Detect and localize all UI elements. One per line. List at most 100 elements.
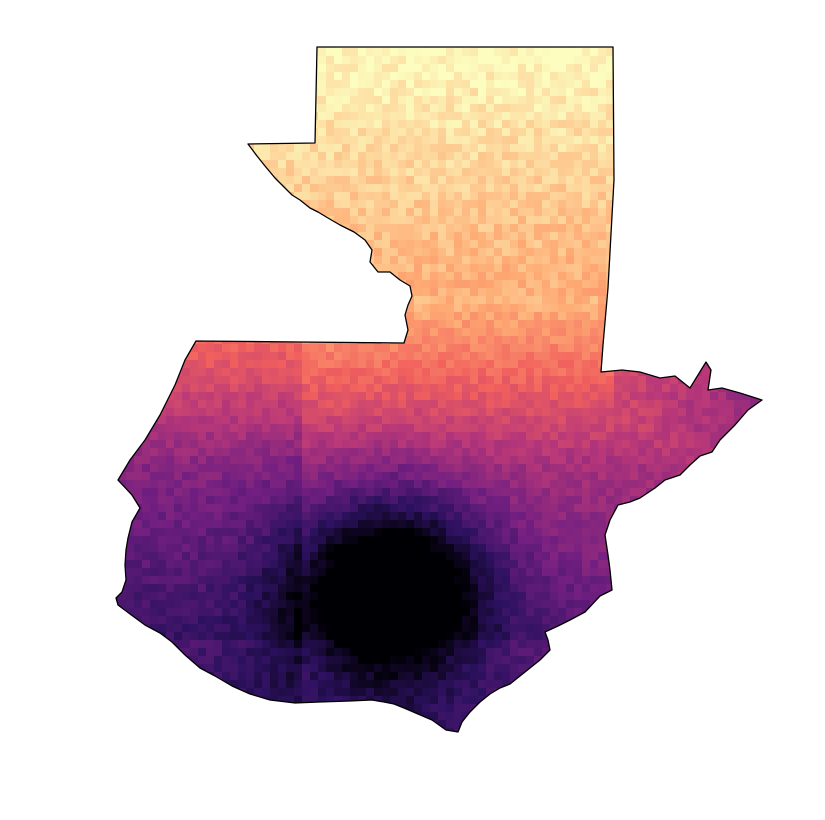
raster-cell [166,432,175,441]
raster-cell [182,440,191,449]
raster-cell [526,376,535,385]
raster-cell [686,88,695,97]
raster-cell [382,120,391,129]
raster-cell [574,496,583,505]
raster-cell [694,48,703,57]
raster-cell [254,72,263,81]
raster-cell [606,216,615,225]
raster-cell [614,480,623,489]
raster-cell [118,256,127,265]
raster-cell [198,240,207,249]
raster-cell [118,144,127,153]
raster-cell [518,432,527,441]
raster-cell [206,47,215,49]
raster-cell [326,352,335,361]
raster-cell [446,352,455,361]
raster-cell [414,288,423,297]
raster-cell [174,152,183,161]
raster-cell [694,64,703,73]
raster-cell [558,488,567,497]
raster-cell [590,160,599,169]
raster-cell [430,248,439,257]
raster-cell [238,136,247,145]
raster-cell [766,416,775,425]
raster-cell [118,496,127,505]
raster-cell [686,504,695,513]
raster-cell [342,336,351,345]
raster-cell [630,144,639,153]
raster-cell [430,352,439,361]
raster-cell [734,136,743,145]
raster-cell [174,72,183,81]
raster-cell [398,416,407,425]
raster-cell [134,184,143,193]
raster-cell [702,128,711,137]
raster-cell [414,72,423,81]
raster-cell [116,416,119,425]
raster-cell [494,392,503,401]
raster-cell [262,496,271,505]
raster-cell [574,264,583,273]
raster-cell [116,112,119,121]
raster-cell [206,224,215,233]
raster-cell [462,160,471,169]
raster-cell [334,512,343,521]
raster-cell [190,488,199,497]
raster-cell [766,280,775,289]
raster-cell [230,512,239,521]
raster-cell [118,224,127,233]
raster-cell [246,400,255,409]
raster-cell [566,96,575,105]
raster-cell [174,248,183,257]
raster-cell [422,504,431,513]
raster-cell [166,96,175,105]
raster-cell [318,280,327,289]
raster-cell [318,80,327,89]
raster-cell [590,408,599,417]
raster-cell [406,256,415,265]
raster-cell [150,408,159,417]
raster-cell [310,440,319,449]
raster-cell [542,184,551,193]
raster-cell [198,256,207,265]
raster-cell [646,272,655,281]
raster-cell [382,72,391,81]
raster-cell [158,56,167,65]
raster-cell [374,456,383,465]
raster-cell [534,480,543,489]
raster-cell [318,152,327,161]
raster-cell [286,216,295,225]
raster-cell [766,384,775,393]
raster-cell [590,152,599,161]
raster-cell [494,264,503,273]
raster-cell [374,360,383,369]
raster-cell [686,120,695,129]
raster-cell [390,200,399,209]
raster-cell [246,216,255,225]
raster-cell [350,320,359,329]
raster-cell [334,56,343,65]
raster-cell [510,224,519,233]
raster-cell [702,208,711,217]
raster-cell [406,408,415,417]
raster-cell [478,128,487,137]
raster-cell [278,216,287,225]
raster-cell [694,248,703,257]
raster-cell [270,104,279,113]
raster-cell [350,472,359,481]
raster-cell [294,72,303,81]
raster-cell [638,360,647,369]
raster-cell [606,368,615,377]
raster-cell [286,312,295,321]
raster-cell [214,304,223,313]
raster-cell [542,128,551,137]
raster-cell [294,120,303,129]
raster-cell [558,48,567,57]
raster-cell [438,256,447,265]
raster-cell [574,240,583,249]
raster-cell [358,264,367,273]
raster-cell [286,272,295,281]
raster-cell [158,47,167,49]
raster-cell [734,152,743,161]
raster-cell [518,88,527,97]
